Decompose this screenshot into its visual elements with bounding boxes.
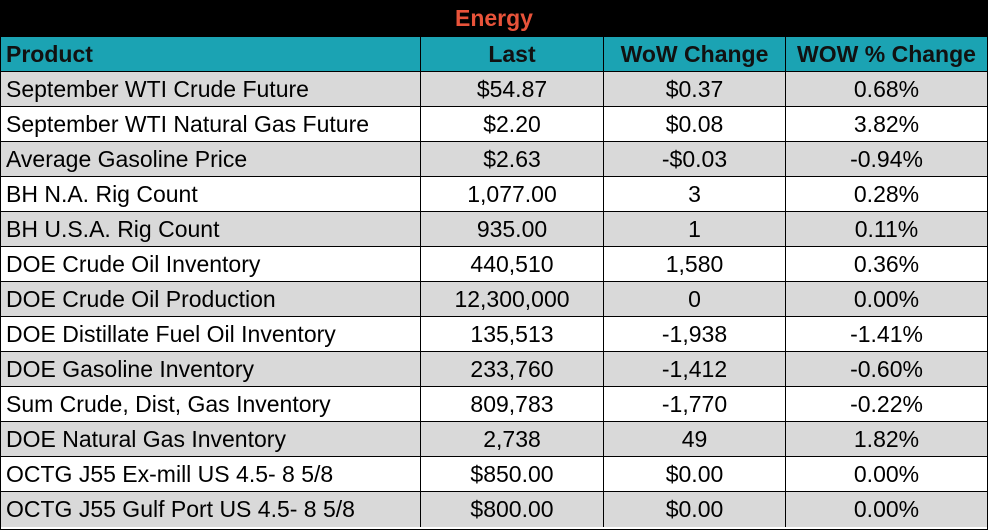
table-row: DOE Natural Gas Inventory 2,738 49 1.82% <box>1 422 987 457</box>
header-wow-change: WoW Change <box>604 37 786 71</box>
last-cell: 809,783 <box>421 387 604 421</box>
table-row: September WTI Crude Future $54.87 $0.37 0.6… <box>1 72 987 107</box>
table-row: Average Gasoline Price $2.63 -$0.03 -0.94% <box>1 142 987 177</box>
header-wow-pct-change: WOW % Change <box>797 40 976 67</box>
product-cell: September WTI Crude Future <box>1 72 421 106</box>
product-cell: OCTG J55 Gulf Port US 4.5- 8 5/8 <box>1 492 421 527</box>
product-cell: OCTG J55 Ex-mill US 4.5- 8 5/8 <box>1 457 421 491</box>
wow-pct-change-cell: -0.60% <box>850 355 923 382</box>
product-cell: BH N.A. Rig Count <box>1 177 421 211</box>
last-cell: 12,300,000 <box>421 282 604 316</box>
product-cell: DOE Gasoline Inventory <box>1 352 421 386</box>
last-cell: $2.63 <box>421 142 604 176</box>
table-row: Sum Crude, Dist, Gas Inventory 809,783 -1,… <box>1 387 987 422</box>
last-cell: 135,513 <box>421 317 604 351</box>
product-cell: Average Gasoline Price <box>1 142 421 176</box>
header-product: Product <box>1 37 421 71</box>
product-cell: BH U.S.A. Rig Count <box>1 212 421 246</box>
last-cell: $2.20 <box>421 107 604 141</box>
last-cell: $800.00 <box>421 492 604 527</box>
product-cell: DOE Natural Gas Inventory <box>1 422 421 456</box>
wow-change-cell: -$0.03 <box>604 142 786 176</box>
product-cell: DOE Distillate Fuel Oil Inventory <box>1 317 421 351</box>
wow-pct-change-cell: 0.68% <box>853 75 920 102</box>
wow-pct-change-cell: 0.28% <box>853 180 920 207</box>
table-row: DOE Crude Oil Inventory 440,510 1,580 0.36% <box>1 247 987 282</box>
last-cell: 1,077.00 <box>421 177 604 211</box>
wow-change-cell: 49 <box>604 422 786 456</box>
table-row: OCTG J55 Ex-mill US 4.5- 8 5/8 $850.00 $0.… <box>1 457 987 492</box>
last-cell: $54.87 <box>421 72 604 106</box>
wow-pct-change-cell: 1.82% <box>853 425 920 452</box>
table-body: September WTI Crude Future $54.87 $0.37 0.6… <box>1 72 987 527</box>
wow-pct-change-cell: 3.82% <box>853 110 920 137</box>
wow-change-cell: -1,412 <box>604 352 786 386</box>
product-cell: DOE Crude Oil Inventory <box>1 247 421 281</box>
wow-change-cell: -1,770 <box>604 387 786 421</box>
wow-pct-change-cell: 0.36% <box>853 250 920 277</box>
wow-pct-change-cell: -0.22% <box>850 390 923 417</box>
wow-change-cell: 0 <box>604 282 786 316</box>
wow-change-cell: $0.08 <box>604 107 786 141</box>
table-row: DOE Crude Oil Production 12,300,000 0 0.00% <box>1 282 987 317</box>
last-cell: $850.00 <box>421 457 604 491</box>
wow-pct-change-cell: 0.00% <box>853 496 920 522</box>
header-row: Product Last WoW Change WOW % Change <box>1 37 987 72</box>
wow-pct-change-cell: 0.00% <box>853 285 920 312</box>
wow-pct-change-cell: -0.94% <box>850 145 923 172</box>
table-row: DOE Gasoline Inventory 233,760 -1,412 -0.60… <box>1 352 987 387</box>
last-cell: 2,738 <box>421 422 604 456</box>
wow-change-cell: $0.00 <box>604 492 786 527</box>
last-cell: 233,760 <box>421 352 604 386</box>
table-title-bar: Energy <box>1 0 987 37</box>
product-cell: Sum Crude, Dist, Gas Inventory <box>1 387 421 421</box>
table-row: OCTG J55 Gulf Port US 4.5- 8 5/8 $800.00 $… <box>1 492 987 527</box>
table-row: September WTI Natural Gas Future $2.20 $0.… <box>1 107 987 142</box>
product-cell: DOE Crude Oil Production <box>1 282 421 316</box>
last-cell: 440,510 <box>421 247 604 281</box>
wow-change-cell: 3 <box>604 177 786 211</box>
wow-change-cell: 1 <box>604 212 786 246</box>
table-title: Energy <box>455 4 533 31</box>
wow-change-cell: -1,938 <box>604 317 786 351</box>
header-last: Last <box>421 37 604 71</box>
table-row: BH U.S.A. Rig Count 935.00 1 0.11% <box>1 212 987 247</box>
wow-change-cell: $0.37 <box>604 72 786 106</box>
wow-pct-change-cell: 0.11% <box>854 215 919 242</box>
wow-pct-change-cell: -1.41% <box>850 320 923 347</box>
product-cell: September WTI Natural Gas Future <box>1 107 421 141</box>
table-row: DOE Distillate Fuel Oil Inventory 135,513… <box>1 317 987 352</box>
table-row: BH N.A. Rig Count 1,077.00 3 0.28% <box>1 177 987 212</box>
last-cell: 935.00 <box>421 212 604 246</box>
wow-change-cell: 1,580 <box>604 247 786 281</box>
wow-change-cell: $0.00 <box>604 457 786 491</box>
wow-pct-change-cell: 0.00% <box>853 460 920 487</box>
